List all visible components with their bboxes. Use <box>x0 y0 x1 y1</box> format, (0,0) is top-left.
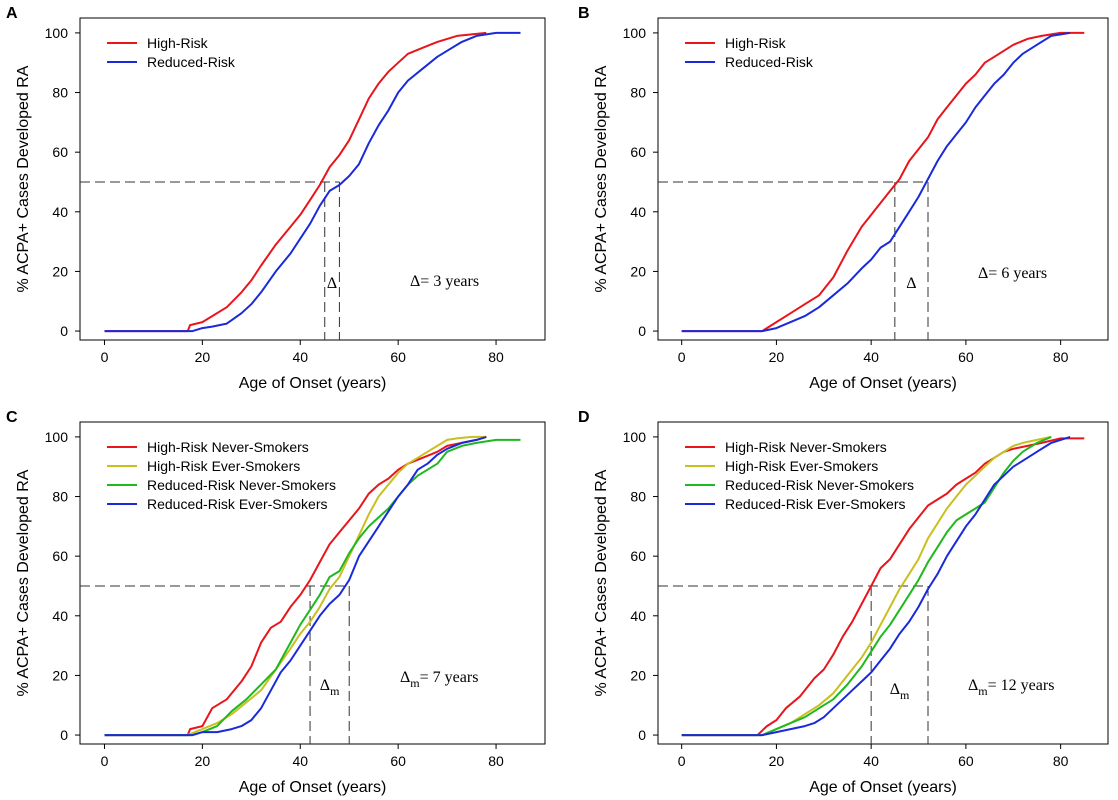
legend-label: Reduced-Risk <box>147 54 236 70</box>
legend-label: Reduced-Risk Never-Smokers <box>147 477 336 493</box>
y-tick-label: 100 <box>45 429 69 445</box>
delta-annotation: Δm= 7 years <box>400 669 478 690</box>
y-tick-label: 20 <box>52 263 68 279</box>
y-tick-label: 40 <box>52 608 68 624</box>
panel-letter: B <box>578 5 590 22</box>
y-tick-label: 0 <box>60 323 68 339</box>
y-tick-label: 80 <box>52 489 68 505</box>
x-axis-label: Age of Onset (years) <box>239 375 387 392</box>
legend-label: High-Risk Never-Smokers <box>147 439 309 455</box>
series-line-reduced-risk <box>104 31 521 333</box>
series-line-high-risk <box>104 31 487 333</box>
delta-annotation: Δ= 6 years <box>978 265 1047 282</box>
y-tick-label: 20 <box>52 667 68 683</box>
series-line-reduced-risk-never-smokers <box>104 438 521 737</box>
y-tick-label: 40 <box>630 204 646 220</box>
legend-label: High-Risk <box>725 35 787 51</box>
y-tick-label: 60 <box>630 144 646 160</box>
series-line-high-risk-ever-smokers <box>104 435 487 737</box>
y-tick-label: 80 <box>630 489 646 505</box>
panel-d: D 0 20 40 60 80 0 20 40 60 80 100 Age of Onset (year… <box>578 409 1109 796</box>
x-axis-label: Age of Onset (years) <box>809 375 957 392</box>
x-tick-label: 20 <box>195 753 211 769</box>
delta-annotation: Δ= 3 years <box>410 273 479 290</box>
panel-c: C 0 20 40 60 80 0 20 40 60 80 100 Age of Onset (year… <box>6 409 546 796</box>
series-line-high-risk-ever-smokers <box>681 435 1052 737</box>
y-tick-label: 40 <box>630 608 646 624</box>
legend-label: Reduced-Risk Ever-Smokers <box>725 496 906 512</box>
y-axis-label: % ACPA+ Cases Developed RA <box>15 469 32 696</box>
legend-label: High-Risk Ever-Smokers <box>147 458 300 474</box>
y-axis-label: % ACPA+ Cases Developed RA <box>15 65 32 292</box>
x-tick-label: 60 <box>958 349 974 365</box>
panel-b: B 0 20 40 60 80 0 20 40 60 80 100 Age of Onset (year… <box>578 5 1109 392</box>
x-tick-label: 0 <box>101 753 109 769</box>
y-tick-label: 80 <box>52 85 68 101</box>
x-tick-label: 40 <box>863 349 879 365</box>
delta-symbol: Δ <box>327 275 337 292</box>
y-tick-label: 20 <box>630 263 646 279</box>
x-tick-label: 40 <box>863 753 879 769</box>
x-tick-label: 0 <box>101 349 109 365</box>
legend-label: High-Risk <box>147 35 209 51</box>
delta-annotation: Δm= 12 years <box>968 677 1054 698</box>
plot-frame <box>657 17 1109 341</box>
x-tick-label: 20 <box>769 753 785 769</box>
y-tick-label: 100 <box>623 25 647 41</box>
x-tick-label: 20 <box>769 349 785 365</box>
y-tick-label: 20 <box>630 667 646 683</box>
y-axis-label: % ACPA+ Cases Developed RA <box>593 65 610 292</box>
plot-frame <box>657 421 1109 745</box>
y-tick-label: 100 <box>623 429 647 445</box>
y-tick-label: 0 <box>638 323 646 339</box>
series-line-high-risk <box>681 31 1085 333</box>
legend-label: High-Risk Never-Smokers <box>725 439 887 455</box>
x-tick-label: 60 <box>390 753 406 769</box>
x-tick-label: 80 <box>488 349 504 365</box>
x-tick-label: 0 <box>678 349 686 365</box>
y-tick-label: 60 <box>52 144 68 160</box>
delta-symbol: Δm <box>890 681 910 702</box>
series-line-high-risk-never-smokers <box>104 435 487 737</box>
series-line-reduced-risk-ever-smokers <box>681 435 1071 737</box>
y-axis-label: % ACPA+ Cases Developed RA <box>593 469 610 696</box>
y-tick-label: 0 <box>638 727 646 743</box>
y-tick-label: 80 <box>630 85 646 101</box>
plot-frame <box>79 17 546 341</box>
y-tick-label: 100 <box>45 25 69 41</box>
legend-label: High-Risk Ever-Smokers <box>725 458 878 474</box>
x-tick-label: 0 <box>678 753 686 769</box>
x-tick-label: 60 <box>958 753 974 769</box>
series-line-reduced-risk-ever-smokers <box>104 435 487 737</box>
x-axis-label: Age of Onset (years) <box>809 779 957 796</box>
x-tick-label: 60 <box>390 349 406 365</box>
panel-letter: A <box>6 5 18 22</box>
y-tick-label: 40 <box>52 204 68 220</box>
x-tick-label: 20 <box>195 349 211 365</box>
panel-letter: D <box>578 409 590 426</box>
y-tick-label: 60 <box>52 548 68 564</box>
x-tick-label: 80 <box>488 753 504 769</box>
delta-symbol: Δ <box>906 275 916 292</box>
y-tick-label: 0 <box>60 727 68 743</box>
legend-label: Reduced-Risk Ever-Smokers <box>147 496 328 512</box>
panel-a: A 0 20 40 60 80 0 20 40 60 80 100 Age of Onset (year… <box>6 5 546 392</box>
plot-frame <box>79 421 546 745</box>
x-tick-label: 40 <box>292 349 308 365</box>
x-axis-label: Age of Onset (years) <box>239 779 387 796</box>
delta-symbol: Δm <box>320 677 340 698</box>
x-tick-label: 80 <box>1053 753 1069 769</box>
y-tick-label: 60 <box>630 548 646 564</box>
x-tick-label: 40 <box>292 753 308 769</box>
panel-letter: C <box>6 409 18 426</box>
legend-label: Reduced-Risk <box>725 54 814 70</box>
x-tick-label: 80 <box>1053 349 1069 365</box>
series-line-reduced-risk <box>681 31 1071 333</box>
legend-label: Reduced-Risk Never-Smokers <box>725 477 914 493</box>
